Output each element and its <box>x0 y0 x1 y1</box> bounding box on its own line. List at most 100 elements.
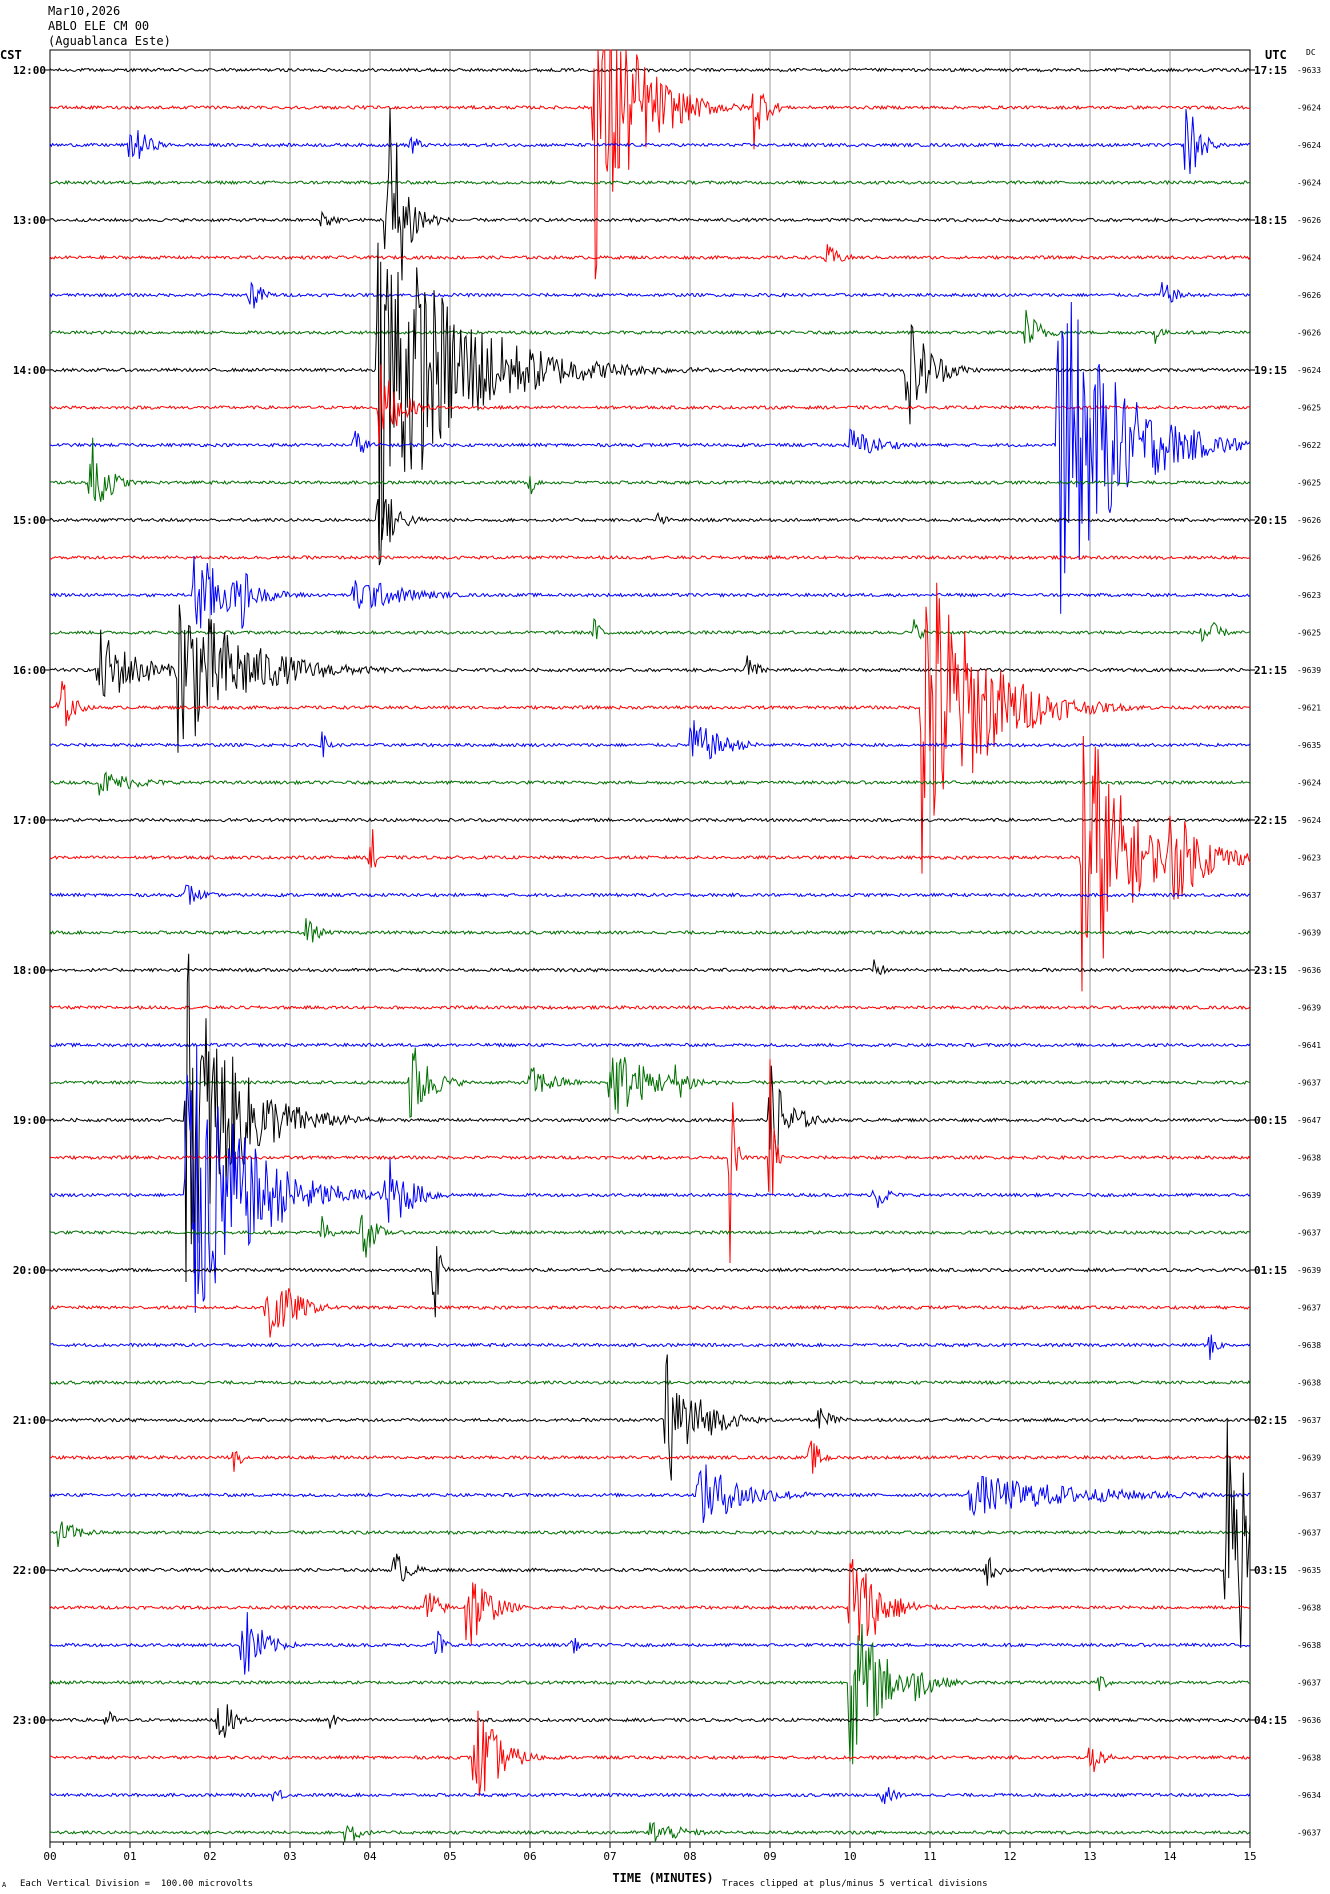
x-tick-label: 04 <box>363 1850 377 1863</box>
dc-offset-label: -9626 <box>1297 216 1321 225</box>
seismic-trace <box>49 959 1251 976</box>
right-timezone-label: UTC <box>1265 48 1287 62</box>
dc-offset-label: -9623 <box>1297 591 1321 600</box>
dc-offset-label: -9638 <box>1297 1641 1321 1650</box>
seismic-trace <box>49 49 1251 280</box>
plot-frame <box>49 49 1251 1843</box>
chart-labels: 00 01 02 03 04 05 06 07 08 09 10 11 12 13 14 15 -9633 12:… <box>13 64 1321 1863</box>
seismic-trace <box>49 884 1251 905</box>
dc-offset-label: -9639 <box>1297 1454 1321 1463</box>
dc-offset-label: -9621 <box>1297 704 1321 713</box>
cst-hour-label: 21:00 <box>13 1414 46 1427</box>
seismic-trace <box>49 953 1251 1283</box>
dc-offset-label: -9626 <box>1297 329 1321 338</box>
seismic-trace <box>49 1379 1251 1386</box>
seismic-trace <box>49 1004 1251 1011</box>
seismic-trace <box>49 1214 1251 1258</box>
x-axis-label: TIME (MINUTES) <box>612 1871 713 1885</box>
seismic-trace <box>49 242 1251 551</box>
x-tick-label: 11 <box>923 1850 936 1863</box>
dc-label: DC <box>1306 48 1316 57</box>
seismic-trace <box>49 499 1251 566</box>
seismic-trace <box>49 617 1251 643</box>
utc-hour-label: 01:15 <box>1254 1264 1287 1277</box>
dc-offset-label: -9634 <box>1297 1791 1321 1800</box>
seismic-trace <box>49 720 1251 760</box>
scale-note: Each Vertical Division = 100.00 microvol… <box>20 1879 253 1889</box>
seismic-trace <box>49 309 1251 344</box>
seismic-trace <box>49 108 1251 175</box>
dc-offset-label: -9622 <box>1297 441 1321 450</box>
dc-offset-label: -9623 <box>1297 854 1321 863</box>
utc-hour-label: 19:15 <box>1254 364 1287 377</box>
utc-hour-label: 20:15 <box>1254 514 1287 527</box>
dc-offset-label: -9639 <box>1297 1266 1321 1275</box>
seismic-trace <box>49 1420 1251 1648</box>
utc-hour-label: 00:15 <box>1254 1114 1287 1127</box>
dc-offset-label: -9638 <box>1297 1604 1321 1613</box>
seismic-trace <box>49 1045 1251 1313</box>
seismic-trace <box>49 301 1251 614</box>
utc-hour-label: 18:15 <box>1254 214 1287 227</box>
seismic-trace <box>49 556 1251 629</box>
x-tick-label: 01 <box>123 1850 136 1863</box>
dc-offset-label: -9633 <box>1297 66 1321 75</box>
dc-offset-label: -9624 <box>1297 254 1321 263</box>
seismic-trace <box>49 1521 1251 1547</box>
seismic-trace <box>49 1704 1251 1738</box>
cst-hour-label: 12:00 <box>13 64 46 77</box>
x-tick-label: 06 <box>523 1850 536 1863</box>
dc-offset-label: -9626 <box>1297 291 1321 300</box>
dc-offset-label: -9625 <box>1297 404 1321 413</box>
dc-offset-label: -9624 <box>1297 104 1321 113</box>
utc-hour-label: 23:15 <box>1254 964 1287 977</box>
seismic-trace <box>49 918 1251 943</box>
cst-hour-label: 19:00 <box>13 1114 46 1127</box>
cst-hour-label: 16:00 <box>13 664 46 677</box>
x-tick-label: 03 <box>283 1850 296 1863</box>
dc-offset-label: -9624 <box>1297 779 1321 788</box>
dc-offset-label: -9638 <box>1297 1341 1321 1350</box>
dc-offset-label: -9637 <box>1297 1079 1321 1088</box>
dc-offset-label: -9637 <box>1297 1304 1321 1313</box>
seismic-trace <box>49 1059 1251 1264</box>
dc-offset-label: -9637 <box>1297 1229 1321 1238</box>
seismic-trace <box>49 1047 1251 1119</box>
dc-offset-label: -9625 <box>1297 629 1321 638</box>
dc-offset-label: -9626 <box>1297 554 1321 563</box>
dc-offset-label: -9639 <box>1297 1004 1321 1013</box>
dc-offset-label: -9637 <box>1297 1829 1321 1838</box>
seismic-trace <box>49 1464 1251 1523</box>
dc-offset-label: -9636 <box>1297 966 1321 975</box>
cst-hour-label: 20:00 <box>13 1264 46 1277</box>
seismic-trace <box>49 1612 1251 1675</box>
dc-offset-label: -9624 <box>1297 816 1321 825</box>
dc-offset-label: -9624 <box>1297 366 1321 375</box>
dc-offset-label: -9625 <box>1297 479 1321 488</box>
utc-hour-label: 17:15 <box>1254 64 1287 77</box>
utc-hour-label: 03:15 <box>1254 1564 1287 1577</box>
dc-offset-label: -9626 <box>1297 516 1321 525</box>
x-tick-label: 13 <box>1083 1850 1096 1863</box>
chart-traces <box>49 49 1251 1843</box>
seismic-trace <box>49 1288 1251 1338</box>
x-tick-label: 08 <box>683 1850 696 1863</box>
dc-offset-label: -9635 <box>1297 1566 1321 1575</box>
dc-offset-label: -9636 <box>1297 1716 1321 1725</box>
dc-offset-label: -9624 <box>1297 179 1321 188</box>
dc-offset-label: -9637 <box>1297 1491 1321 1500</box>
cst-hour-label: 15:00 <box>13 514 46 527</box>
header-station: ABLO ELE CM 00 <box>48 19 150 33</box>
dc-offset-label: -9639 <box>1297 929 1321 938</box>
x-tick-label: 02 <box>203 1850 216 1863</box>
seismic-trace <box>49 1354 1251 1481</box>
x-tick-label: 10 <box>843 1850 856 1863</box>
cst-hour-label: 18:00 <box>13 964 46 977</box>
dc-offset-label: -9647 <box>1297 1116 1321 1125</box>
dc-offset-label: -9637 <box>1297 1416 1321 1425</box>
seismic-trace <box>49 179 1251 186</box>
header-date: Mar10,2026 <box>48 4 121 18</box>
seismic-trace <box>49 1246 1251 1318</box>
x-tick-label: 09 <box>763 1850 776 1863</box>
cst-hour-label: 23:00 <box>13 1714 46 1727</box>
